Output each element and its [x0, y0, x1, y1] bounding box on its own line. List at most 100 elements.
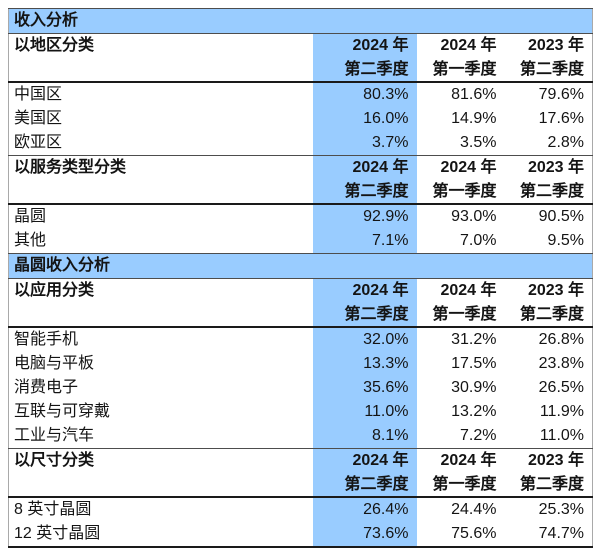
column-header-quarter: 第二季度 — [520, 60, 585, 78]
column-header-quarter: 第二季度 — [344, 182, 409, 200]
column-header-2024-q1: 2024 年 第一季度 — [416, 155, 505, 205]
column-header-year: 2024 年 — [352, 452, 409, 469]
column-header-year: 2024 年 — [440, 37, 497, 54]
table-row-others: 其他 7.1% 7.0% 9.5% — [9, 229, 593, 254]
group-label-region: 以地区分类 — [8, 33, 313, 83]
value-2024-q2: 8.1% — [312, 424, 417, 449]
column-header-year: 2024 年 — [440, 159, 497, 176]
value-2024-q2: 35.6% — [312, 376, 417, 400]
section-title-wafer-revenue: 晶圆收入分析 — [8, 253, 593, 279]
table-row-eurasia: 欧亚区 3.7% 3.5% 2.8% — [9, 131, 593, 156]
group-header-row-application: 以应用分类 2024 年 第二季度 2024 年 第一季度 2023 年 第二季… — [8, 278, 593, 328]
table-row-8-inch-wafer: 8 英寸晶圆 26.4% 24.4% 25.3% — [9, 497, 593, 522]
value-2023-q2: 26.5% — [538, 379, 585, 396]
column-header-year: 2024 年 — [440, 452, 497, 469]
column-header-2023-q2: 2023 年 第二季度 — [504, 448, 593, 498]
value-2024-q1: 3.5% — [460, 134, 497, 151]
revenue-analysis-report: 收入分析 以地区分类 2024 年 第二季度 2024 年 第一季度 2023 … — [8, 8, 594, 548]
column-header-quarter: 第一季度 — [432, 182, 497, 200]
group-header-row-region: 以地区分类 2024 年 第二季度 2024 年 第一季度 2023 年 第二季… — [8, 33, 593, 83]
value-2024-q2: 11.0% — [312, 400, 417, 424]
column-header-2024-q1: 2024 年 第一季度 — [416, 448, 505, 498]
value-2023-q2: 2.8% — [547, 134, 585, 151]
column-header-2024-q2: 2024 年 第二季度 — [312, 155, 417, 205]
value-2024-q2: 16.0% — [312, 107, 417, 131]
column-header-year: 2023 年 — [527, 282, 585, 299]
value-2024-q1: 7.2% — [460, 427, 497, 444]
value-2023-q2: 26.8% — [538, 331, 585, 348]
row-label: 其他 — [14, 232, 47, 249]
table-row-china: 中国区 80.3% 81.6% 79.6% — [9, 82, 593, 107]
column-header-2023-q2: 2023 年 第二季度 — [504, 278, 593, 328]
column-header-quarter: 第二季度 — [520, 182, 585, 200]
value-2023-q2: 25.3% — [538, 501, 585, 518]
value-2024-q1: 7.0% — [460, 232, 497, 249]
row-label: 晶圆 — [14, 208, 47, 225]
column-header-2024-q2: 2024 年 第二季度 — [312, 448, 417, 498]
table-row-connectivity-wearable: 互联与可穿戴 11.0% 13.2% 11.9% — [9, 400, 593, 424]
value-2023-q2: 11.0% — [539, 427, 585, 444]
value-2023-q2: 9.5% — [547, 232, 585, 249]
column-header-year: 2023 年 — [527, 37, 585, 54]
value-2023-q2: 74.7% — [538, 525, 585, 542]
group-label-size: 以尺寸分类 — [8, 448, 313, 498]
value-2023-q2: 17.6% — [538, 110, 585, 127]
table-row-consumer-electronics: 消费电子 35.6% 30.9% 26.5% — [9, 376, 593, 400]
row-label: 智能手机 — [14, 331, 79, 348]
group-label-service-type: 以服务类型分类 — [8, 155, 313, 205]
value-2024-q1: 93.0% — [451, 208, 497, 225]
value-2024-q1: 24.4% — [451, 501, 497, 518]
column-header-2024-q2: 2024 年 第二季度 — [312, 278, 417, 328]
value-2024-q1: 30.9% — [451, 379, 497, 396]
column-header-quarter: 第一季度 — [432, 60, 497, 78]
value-2024-q2: 26.4% — [312, 497, 417, 522]
row-label: 8 英寸晶圆 — [14, 501, 92, 518]
row-label: 12 英寸晶圆 — [14, 525, 101, 542]
column-header-quarter: 第二季度 — [520, 475, 585, 493]
section-title-revenue: 收入分析 — [8, 8, 593, 34]
column-header-quarter: 第二季度 — [344, 60, 409, 78]
column-header-quarter: 第一季度 — [432, 305, 497, 323]
value-2024-q1: 81.6% — [451, 86, 497, 103]
row-label: 消费电子 — [14, 379, 79, 396]
column-header-year: 2024 年 — [440, 282, 497, 299]
value-2024-q1: 17.5% — [451, 355, 497, 372]
row-label: 互联与可穿戴 — [14, 403, 111, 420]
column-header-quarter: 第二季度 — [344, 475, 409, 493]
column-header-year: 2024 年 — [352, 159, 409, 176]
column-header-quarter: 第二季度 — [344, 305, 409, 323]
value-2024-q1: 75.6% — [451, 525, 497, 542]
column-header-year: 2023 年 — [527, 452, 585, 469]
column-header-2024-q1: 2024 年 第一季度 — [416, 278, 505, 328]
value-2024-q1: 13.2% — [451, 403, 497, 420]
table-row-wafer: 晶圆 92.9% 93.0% 90.5% — [9, 204, 593, 229]
column-header-2023-q2: 2023 年 第二季度 — [504, 155, 593, 205]
column-header-year: 2023 年 — [527, 159, 585, 176]
value-2024-q2: 80.3% — [312, 82, 417, 107]
table-row-smartphone: 智能手机 32.0% 31.2% 26.8% — [9, 327, 593, 352]
value-2024-q1: 31.2% — [451, 331, 497, 348]
value-2023-q2: 23.8% — [538, 355, 585, 372]
column-header-2024-q1: 2024 年 第一季度 — [416, 33, 505, 83]
group-header-row-size: 以尺寸分类 2024 年 第二季度 2024 年 第一季度 2023 年 第二季… — [8, 448, 593, 498]
group-label-application: 以应用分类 — [8, 278, 313, 328]
column-header-2023-q2: 2023 年 第二季度 — [504, 33, 593, 83]
row-label: 美国区 — [14, 110, 63, 127]
value-2024-q2: 13.3% — [312, 352, 417, 376]
row-label: 中国区 — [14, 86, 63, 103]
group-header-row-service-type: 以服务类型分类 2024 年 第二季度 2024 年 第一季度 2023 年 第… — [8, 155, 593, 205]
table-row-computer-tablet: 电脑与平板 13.3% 17.5% 23.8% — [9, 352, 593, 376]
column-header-year: 2024 年 — [352, 37, 409, 54]
table-row-12-inch-wafer: 12 英寸晶圆 73.6% 75.6% 74.7% — [9, 522, 593, 547]
column-header-year: 2024 年 — [352, 282, 409, 299]
row-label: 工业与汽车 — [14, 427, 95, 444]
table-row-usa: 美国区 16.0% 14.9% 17.6% — [9, 107, 593, 131]
value-2024-q2: 92.9% — [312, 204, 417, 229]
row-label: 电脑与平板 — [14, 355, 95, 372]
row-label: 欧亚区 — [14, 134, 63, 151]
column-header-quarter: 第二季度 — [520, 305, 585, 323]
table-row-industrial-automotive: 工业与汽车 8.1% 7.2% 11.0% — [9, 424, 593, 449]
column-header-quarter: 第一季度 — [432, 475, 497, 493]
revenue-analysis-table: 收入分析 以地区分类 2024 年 第二季度 2024 年 第一季度 2023 … — [8, 8, 594, 548]
value-2023-q2: 79.6% — [538, 86, 585, 103]
